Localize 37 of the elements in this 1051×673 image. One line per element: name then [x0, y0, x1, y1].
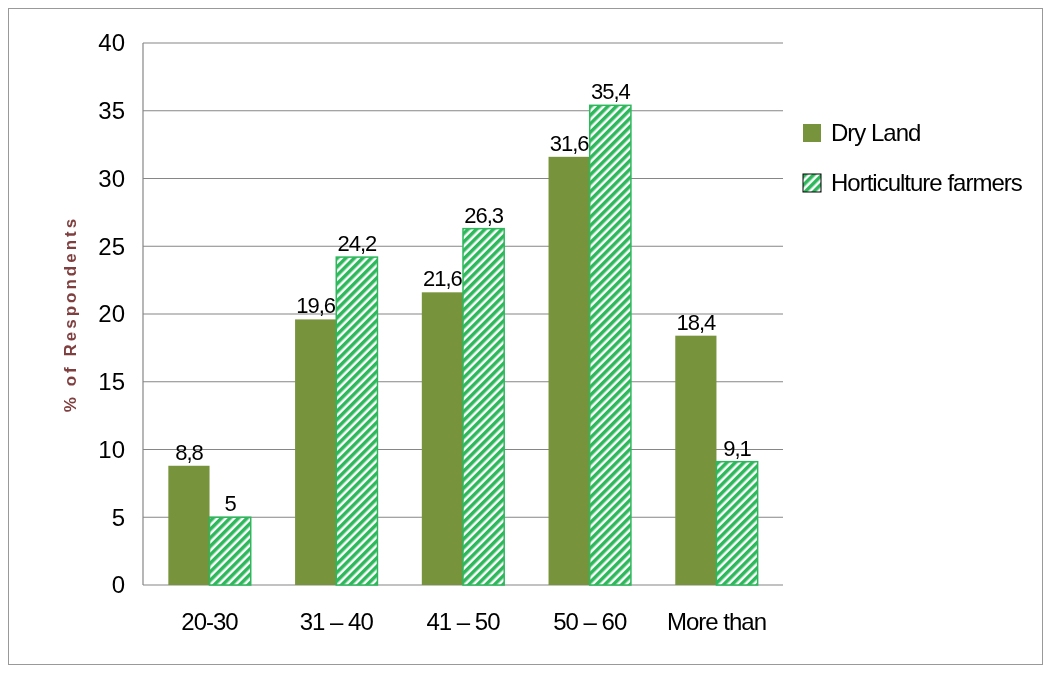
x-tick-label: More than	[666, 608, 766, 635]
data-label: 8,8	[175, 439, 204, 465]
bar	[462, 227, 505, 586]
data-label: 21,6	[422, 266, 463, 292]
y-tick-label: 20	[98, 300, 125, 328]
y-tick-label: 15	[98, 368, 125, 396]
y-tick-label: 30	[98, 164, 125, 192]
y-tick-label: 5	[111, 503, 125, 531]
y-axis-title: % of Respondents	[61, 215, 80, 413]
data-label: 31,6	[549, 130, 590, 156]
data-label: 35,4	[590, 79, 631, 105]
data-label: 5	[224, 491, 237, 517]
bar	[588, 104, 632, 586]
bar	[208, 516, 252, 586]
legend-label: Dry Land	[831, 119, 921, 147]
y-tick-label: 35	[98, 97, 125, 125]
legend-label: Horticulture farmers	[831, 169, 1023, 197]
data-label: 26,3	[464, 202, 504, 228]
x-tick-label: 31 – 40	[299, 608, 374, 635]
bar	[675, 335, 717, 585]
y-tick-label: 10	[98, 435, 125, 463]
bar	[335, 256, 379, 586]
bar	[715, 460, 759, 586]
bar	[548, 156, 590, 585]
x-tick-label: 41 – 50	[426, 608, 501, 635]
y-tick-label: 25	[98, 232, 125, 260]
data-label: 18,4	[676, 309, 717, 335]
bar	[295, 319, 337, 585]
data-label: 9,1	[723, 435, 752, 461]
bar	[421, 292, 463, 585]
y-tick-label: 0	[111, 571, 125, 599]
data-label: 19,6	[296, 293, 336, 319]
data-label: 24,2	[337, 231, 378, 257]
x-tick-label: 50 – 60	[553, 608, 627, 635]
y-tick-label: 40	[98, 29, 125, 57]
bar	[168, 465, 210, 585]
x-tick-label: 20-30	[181, 608, 239, 635]
